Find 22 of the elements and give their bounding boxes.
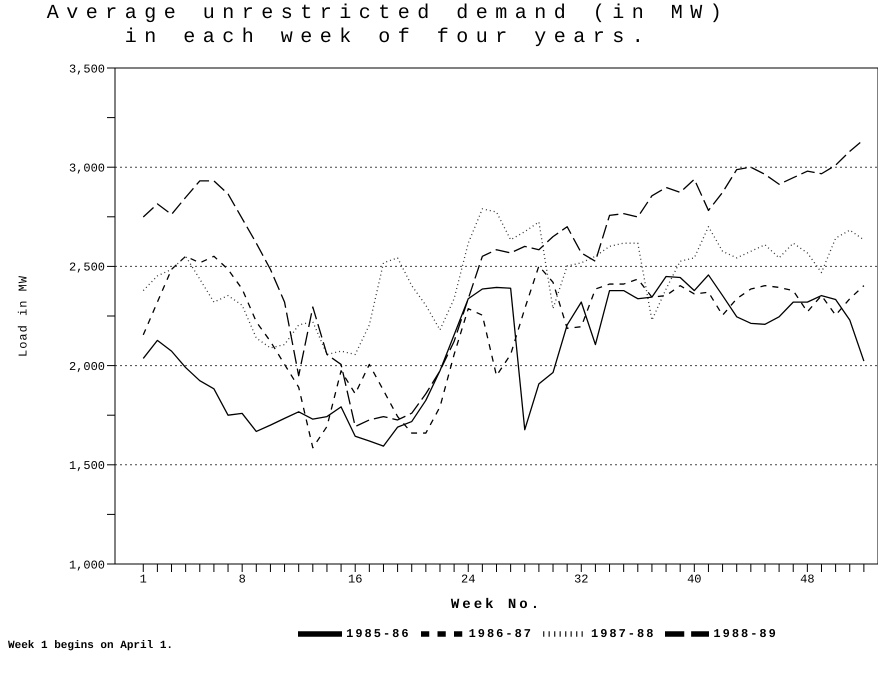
legend-label: 1987-88 (591, 627, 656, 642)
legend-label: 1986-87 (468, 627, 533, 642)
y-tick-label: 2,000 (68, 360, 105, 374)
y-tick-label: 1,000 (68, 558, 105, 572)
legend-label: 1988-89 (713, 627, 778, 642)
x-tick-label: 8 (238, 572, 246, 587)
x-tick-label: 48 (800, 572, 815, 587)
x-tick-label: 16 (348, 572, 362, 587)
x-axis-title: Week No. (450, 597, 542, 613)
x-tick-label: 24 (461, 572, 476, 587)
y-axis-title: Load in MW (16, 274, 30, 358)
x-tick-label: 40 (687, 572, 702, 587)
text: Week 1 begins on April 1. (8, 640, 174, 652)
line-series (142, 208, 865, 356)
x-tick-label: 1 (140, 572, 147, 587)
chart-title: Average unrestricted demand (in MW) in each week of four years. (46, 2, 730, 50)
y-tick-label: 1,500 (68, 459, 105, 474)
y-tick-label: 2,500 (68, 260, 105, 275)
y-tick-label: 3,000 (68, 161, 105, 176)
x-tick-label: 32 (574, 572, 588, 587)
legend-label: 1985-86 (346, 627, 411, 642)
y-tick-label: 3,500 (68, 62, 105, 76)
